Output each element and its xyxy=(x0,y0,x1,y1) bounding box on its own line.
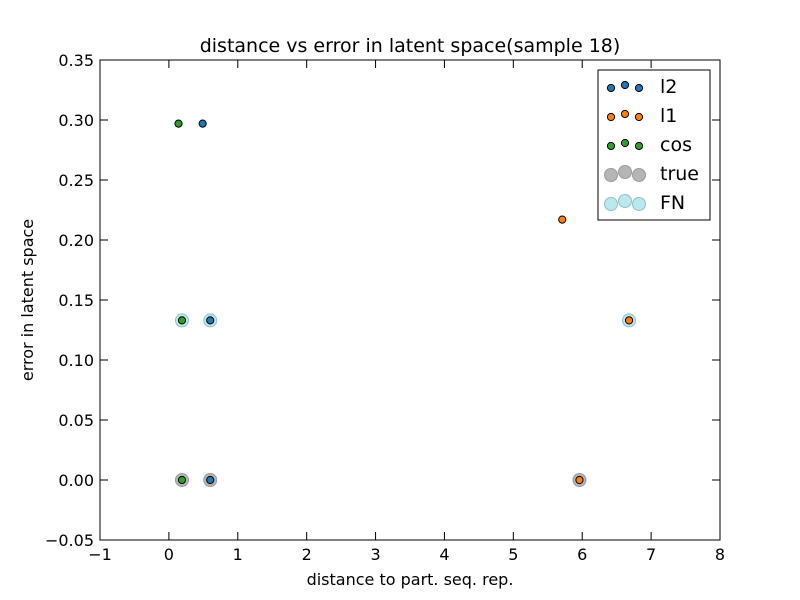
legend: l2 l1 cos true FN xyxy=(597,69,711,221)
legend-marker-l2 xyxy=(620,80,630,90)
point-l2 xyxy=(206,316,215,325)
x-axis-label: distance to part. seq. rep. xyxy=(307,570,514,589)
legend-marker-l2 xyxy=(606,83,616,93)
y-tick-label: 0.35 xyxy=(58,51,94,70)
y-tick-label: 0.10 xyxy=(58,351,94,370)
y-tick-label: 0.30 xyxy=(58,111,94,130)
point-l1 xyxy=(575,475,584,485)
legend-marker-l1 xyxy=(634,112,644,122)
legend-box xyxy=(597,69,711,221)
legend-marker-FN xyxy=(632,197,646,211)
legend-marker-cos xyxy=(620,138,630,148)
legend-label-true: true xyxy=(660,163,699,185)
x-tick-label: 7 xyxy=(646,545,656,564)
legend-marker-FN xyxy=(604,197,618,211)
point-cos xyxy=(174,119,183,128)
chart-title: distance vs error in latent space(sample… xyxy=(200,35,621,57)
x-tick-label: 6 xyxy=(577,545,587,564)
legend-marker-l1 xyxy=(606,112,616,122)
legend-label-cos: cos xyxy=(660,134,692,156)
y-axis-label: error in latent space xyxy=(18,219,37,381)
x-tick-label: −1 xyxy=(88,545,112,564)
legend-label-FN: FN xyxy=(660,192,685,214)
x-tick-label: 8 xyxy=(715,545,725,564)
legend-marker-true xyxy=(604,168,618,182)
x-tick-label: 0 xyxy=(164,545,174,564)
y-tick-label: 0.00 xyxy=(58,471,94,490)
legend-marker-true xyxy=(632,168,646,182)
point-l2 xyxy=(198,119,207,128)
y-tick-label: 0.25 xyxy=(58,171,94,190)
x-tick-label: 3 xyxy=(370,545,380,564)
legend-marker-cos xyxy=(634,141,644,151)
x-tick-label: 2 xyxy=(302,545,312,564)
x-tick-label: 4 xyxy=(439,545,449,564)
point-l2 xyxy=(206,475,215,485)
legend-label-l2: l2 xyxy=(660,76,677,98)
ticks-layer: −1 0 1 2 3 4 5 6 7 8 −0.05 0.00 0.05 0.10 0.15 0.20 0.25… xyxy=(45,51,725,564)
legend-marker-l1 xyxy=(620,109,630,119)
point-l1 xyxy=(558,215,567,224)
y-tick-label: −0.05 xyxy=(45,531,94,550)
y-tick-label: 0.05 xyxy=(58,411,94,430)
legend-label-l1: l1 xyxy=(660,105,677,127)
points-layer xyxy=(174,119,637,487)
x-tick-label: 1 xyxy=(233,545,243,564)
point-l1 xyxy=(624,316,634,325)
point-cos xyxy=(177,316,187,325)
legend-marker-FN xyxy=(618,194,632,208)
x-tick-label: 5 xyxy=(508,545,518,564)
legend-marker-cos xyxy=(606,141,616,151)
point-cos xyxy=(177,475,187,485)
y-tick-label: 0.20 xyxy=(58,231,94,250)
legend-marker-l2 xyxy=(634,83,644,93)
legend-marker-true xyxy=(618,165,632,179)
y-tick-label: 0.15 xyxy=(58,291,94,310)
